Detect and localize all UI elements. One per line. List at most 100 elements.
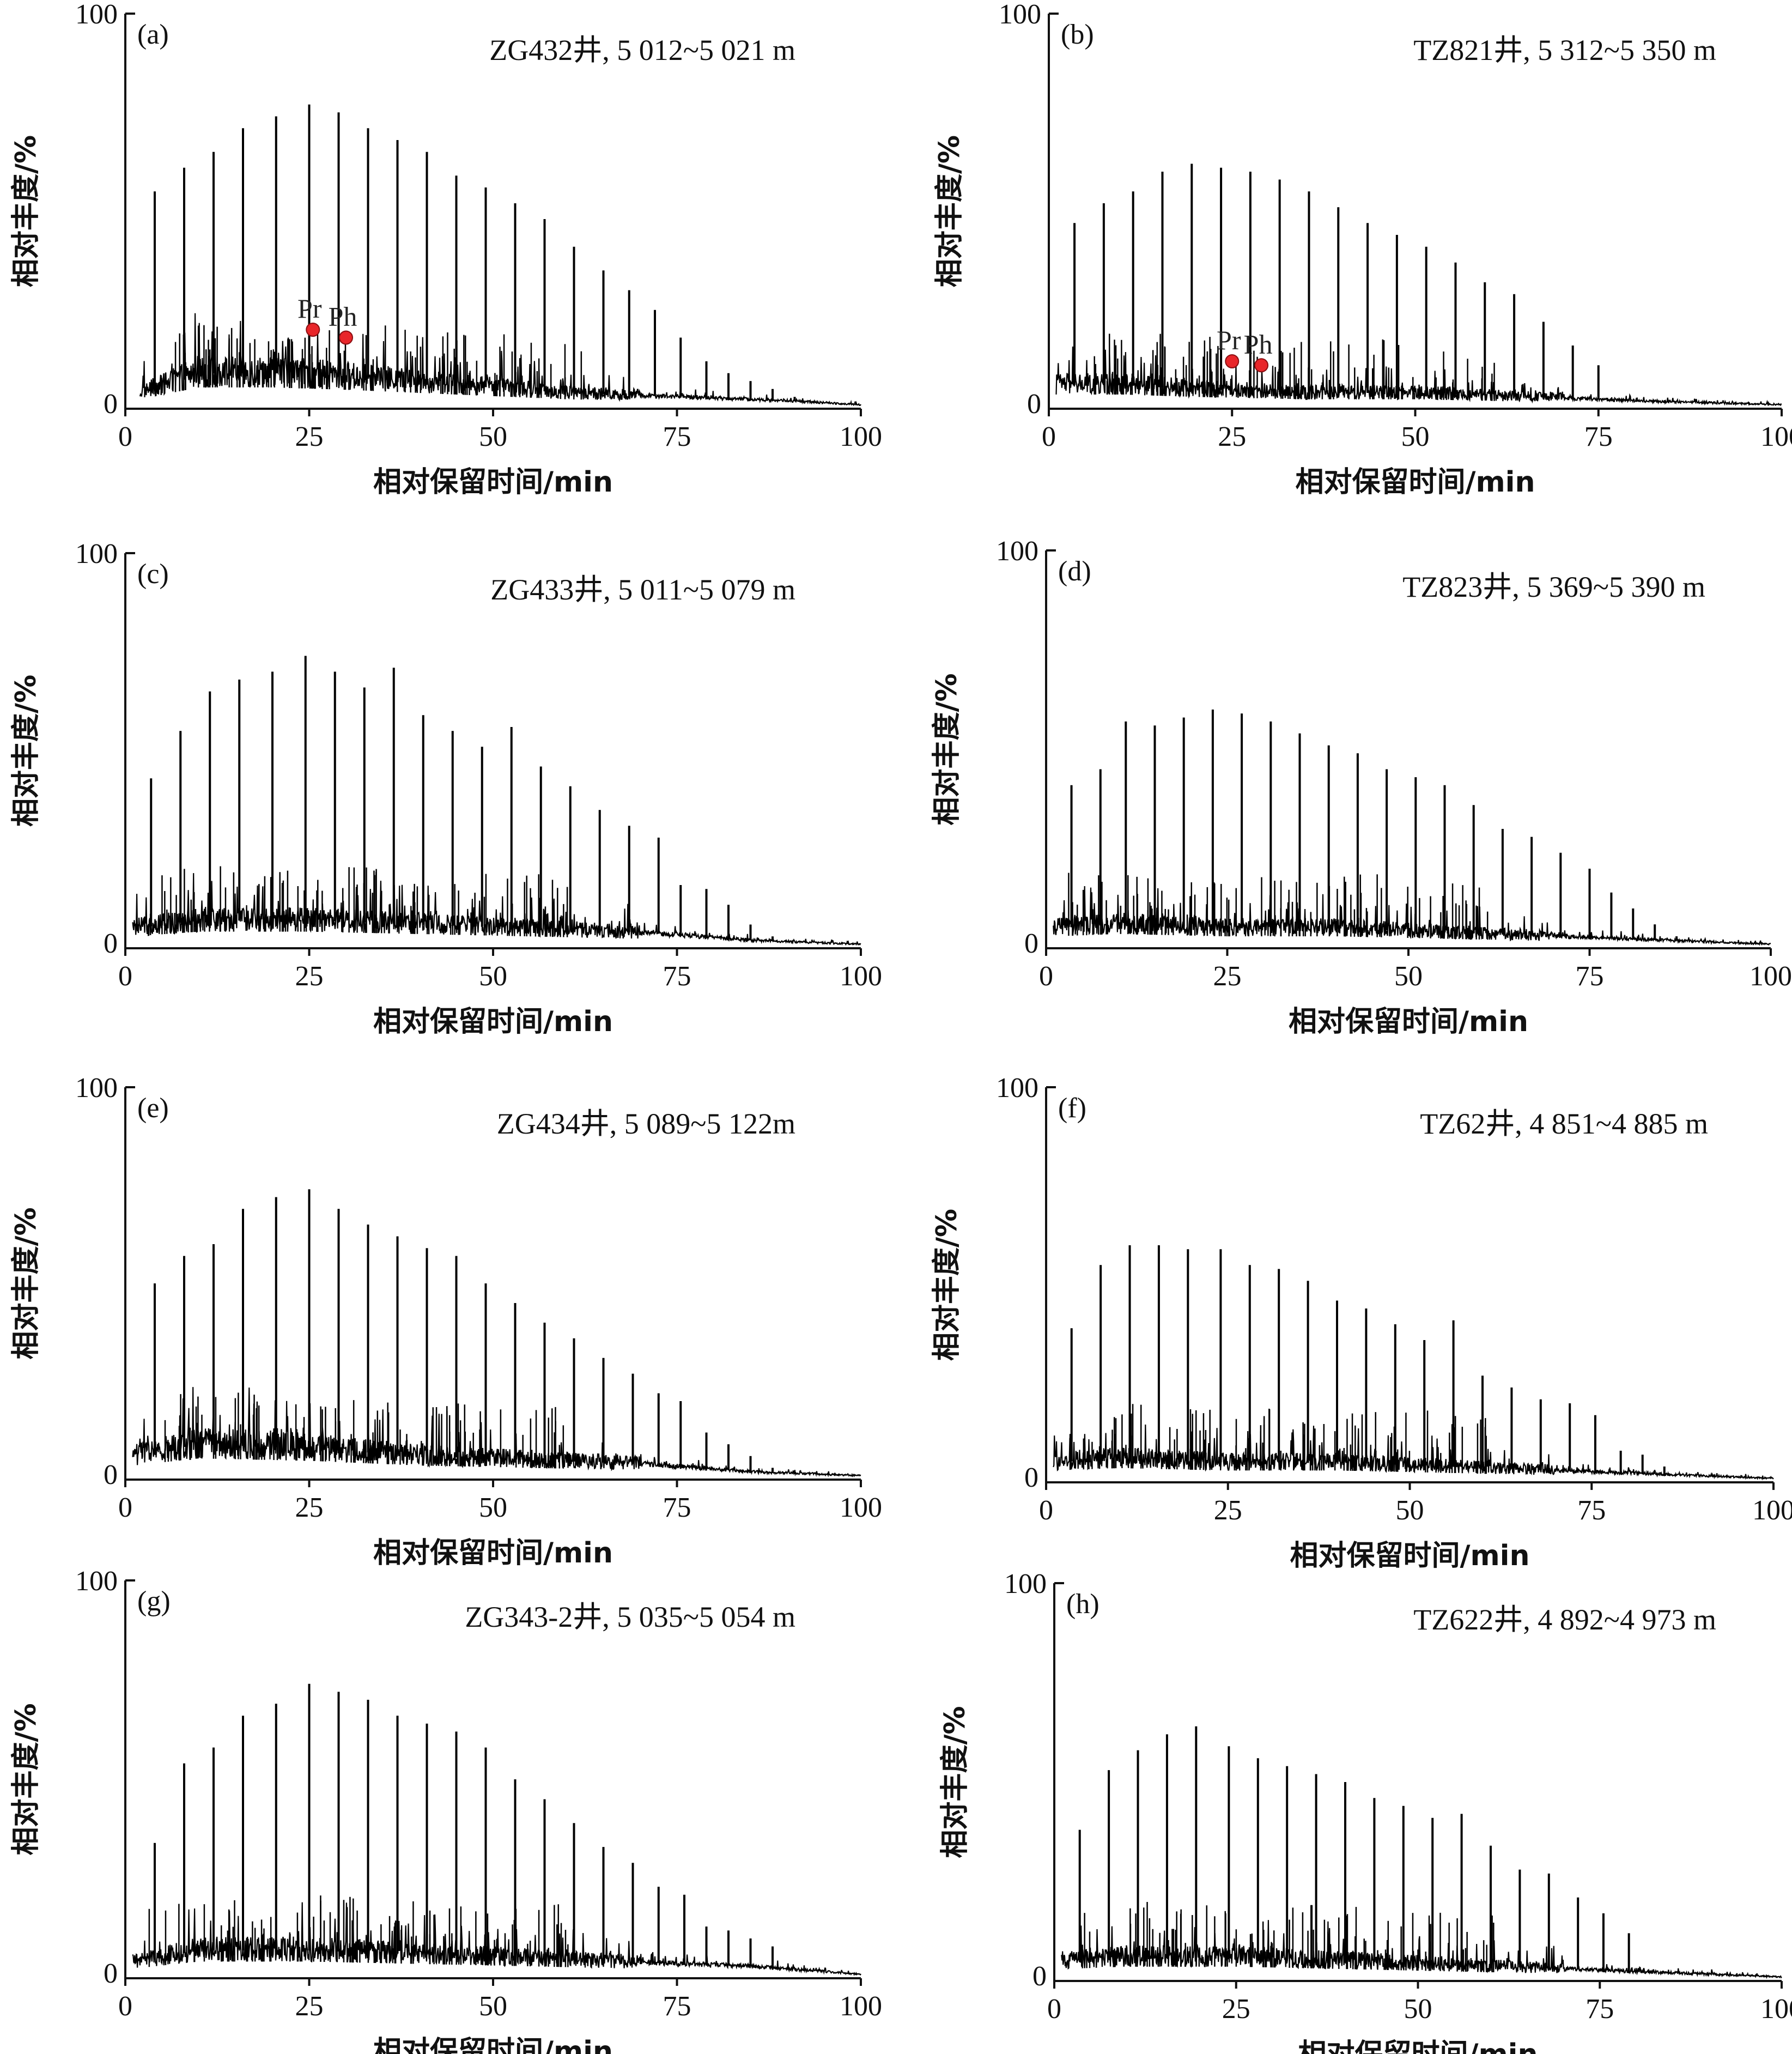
panel-title: ZG434井, 5 089~5 122m: [497, 1107, 795, 1140]
x-tick-label: 50: [479, 1991, 507, 2022]
y-tick-label: 100: [75, 1566, 118, 1597]
x-tick-label: 50: [479, 421, 507, 452]
y-tick-label: 0: [1027, 389, 1041, 420]
x-tick-label: 75: [1586, 1994, 1614, 2025]
panel-title: ZG343-2井, 5 035~5 054 m: [465, 1601, 795, 1633]
biomarker-dot: [1254, 358, 1269, 373]
panel-label: (f): [1058, 1093, 1086, 1124]
x-tick-label: 25: [295, 421, 324, 452]
x-tick-label: 75: [1584, 421, 1613, 452]
panel-label: (c): [137, 559, 169, 590]
x-tick-label: 75: [663, 421, 691, 452]
x-axis-title: 相对保留时间/min: [373, 2035, 613, 2054]
x-tick-label: 25: [295, 961, 324, 992]
x-axis-title: 相对保留时间/min: [373, 1537, 613, 1570]
x-tick-label: 50: [1401, 421, 1430, 452]
y-axis-title: 相对丰度/%: [933, 135, 966, 287]
baseline-trace: [1053, 1424, 1774, 1481]
y-axis-title: 相对丰度/%: [931, 673, 963, 825]
y-axis-title: 相对丰度/%: [10, 1703, 42, 1855]
panel-label: (b): [1061, 19, 1094, 50]
x-tick-label: 25: [1213, 961, 1242, 992]
biomarker-label: Pr: [1217, 325, 1241, 355]
x-tick-label: 0: [1042, 421, 1056, 452]
panel-title: TZ823井, 5 369~5 390 m: [1402, 571, 1705, 603]
x-tick-label: 75: [663, 1991, 691, 2022]
chart-panel: 0 25 50 75 100 0 100 相对保留时间/min 相对丰度/% (e) ZG434井,…: [10, 1073, 882, 1570]
panel-title: TZ622井, 4 892~4 973 m: [1413, 1603, 1716, 1636]
y-axis-title: 相对丰度/%: [931, 1209, 963, 1361]
biomarker-dot: [306, 323, 320, 337]
y-tick-label: 100: [996, 536, 1038, 567]
x-tick-label: 100: [840, 1991, 882, 2022]
biomarker-label: Ph: [329, 301, 357, 332]
biomarker-label: Ph: [1244, 329, 1273, 359]
x-tick-label: 75: [663, 1492, 691, 1523]
x-tick-label: 0: [1039, 1495, 1053, 1526]
y-axis-title: 相对丰度/%: [10, 1207, 42, 1359]
panel-label: (a): [137, 19, 169, 50]
x-axis-title: 相对保留时间/min: [1295, 466, 1535, 499]
y-tick-label: 0: [104, 389, 118, 420]
x-tick-label: 0: [118, 1991, 132, 2022]
biomarker-dot: [1225, 354, 1240, 368]
x-tick-label: 75: [663, 961, 691, 992]
y-axis-title: 相对丰度/%: [10, 675, 42, 827]
panel-label: (g): [137, 1586, 171, 1617]
biomarker-label: Pr: [297, 293, 322, 324]
x-tick-label: 25: [295, 1991, 324, 2022]
panel-title: TZ62井, 4 851~4 885 m: [1420, 1107, 1708, 1140]
x-tick-label: 0: [118, 1492, 132, 1523]
x-axis-title: 相对保留时间/min: [1298, 2038, 1538, 2054]
x-tick-label: 0: [1039, 961, 1053, 992]
panel-title: ZG432井, 5 012~5 021 m: [489, 34, 795, 66]
y-tick-label: 0: [104, 1459, 118, 1490]
x-tick-label: 100: [1752, 1495, 1792, 1526]
x-axis-title: 相对保留时间/min: [373, 466, 613, 499]
x-tick-label: 50: [1404, 1994, 1432, 2025]
x-tick-label: 50: [1394, 961, 1423, 992]
panel-title: TZ821井, 5 312~5 350 m: [1413, 34, 1716, 66]
y-tick-label: 100: [75, 538, 118, 569]
panel-label: (e): [137, 1093, 169, 1124]
chart-panel: 0 25 50 75 100 0 100 相对保留时间/min 相对丰度/% (g) ZG343-2…: [10, 1566, 882, 2054]
y-tick-label: 100: [75, 1073, 118, 1104]
baseline-trace: [132, 1902, 861, 1976]
x-tick-label: 100: [1760, 1994, 1792, 2025]
chart-panel: 0 25 50 75 100 0 100 相对保留时间/min 相对丰度/% (h) TZ622井,…: [939, 1568, 1792, 2054]
y-axis-title: 相对丰度/%: [939, 1706, 971, 1858]
y-tick-label: 100: [999, 0, 1041, 30]
baseline-trace: [1061, 1920, 1782, 1979]
y-tick-label: 0: [1024, 1462, 1038, 1493]
x-axis-title: 相对保留时间/min: [1290, 1540, 1529, 1572]
x-tick-label: 25: [1218, 421, 1246, 452]
x-tick-label: 50: [479, 1492, 507, 1523]
chart-panel: 0 25 50 75 100 0 100 相对保留时间/min 相对丰度/% (b) TZ821井,…: [933, 0, 1792, 499]
x-tick-label: 100: [840, 1492, 882, 1523]
baseline-trace: [1053, 886, 1771, 946]
y-tick-label: 100: [75, 0, 118, 30]
x-tick-label: 75: [1576, 961, 1604, 992]
x-tick-label: 0: [118, 961, 132, 992]
y-tick-label: 0: [104, 1958, 118, 1989]
y-axis-title: 相对丰度/%: [10, 135, 42, 287]
x-axis-title: 相对保留时间/min: [1289, 1005, 1528, 1038]
x-tick-label: 0: [118, 421, 132, 452]
baseline-trace: [132, 1387, 861, 1477]
panel-title: ZG433井, 5 011~5 079 m: [490, 573, 795, 606]
x-tick-label: 50: [1396, 1495, 1424, 1526]
x-tick-label: 100: [1750, 961, 1792, 992]
x-tick-label: 0: [1047, 1994, 1061, 2025]
x-tick-label: 100: [840, 961, 882, 992]
y-tick-label: 0: [1032, 1961, 1047, 1992]
biomarker-dot: [339, 330, 353, 345]
x-tick-label: 25: [1222, 1994, 1250, 2025]
panel-label: (h): [1066, 1589, 1100, 1620]
y-tick-label: 100: [996, 1073, 1038, 1104]
chart-panel: 0 25 50 75 100 0 100 相对保留时间/min 相对丰度/% (f) TZ62井, …: [931, 1073, 1792, 1572]
y-tick-label: 0: [104, 928, 118, 959]
y-tick-label: 0: [1024, 928, 1038, 959]
x-tick-label: 75: [1577, 1495, 1606, 1526]
x-tick-label: 25: [1214, 1495, 1242, 1526]
x-axis-title: 相对保留时间/min: [373, 1005, 613, 1038]
